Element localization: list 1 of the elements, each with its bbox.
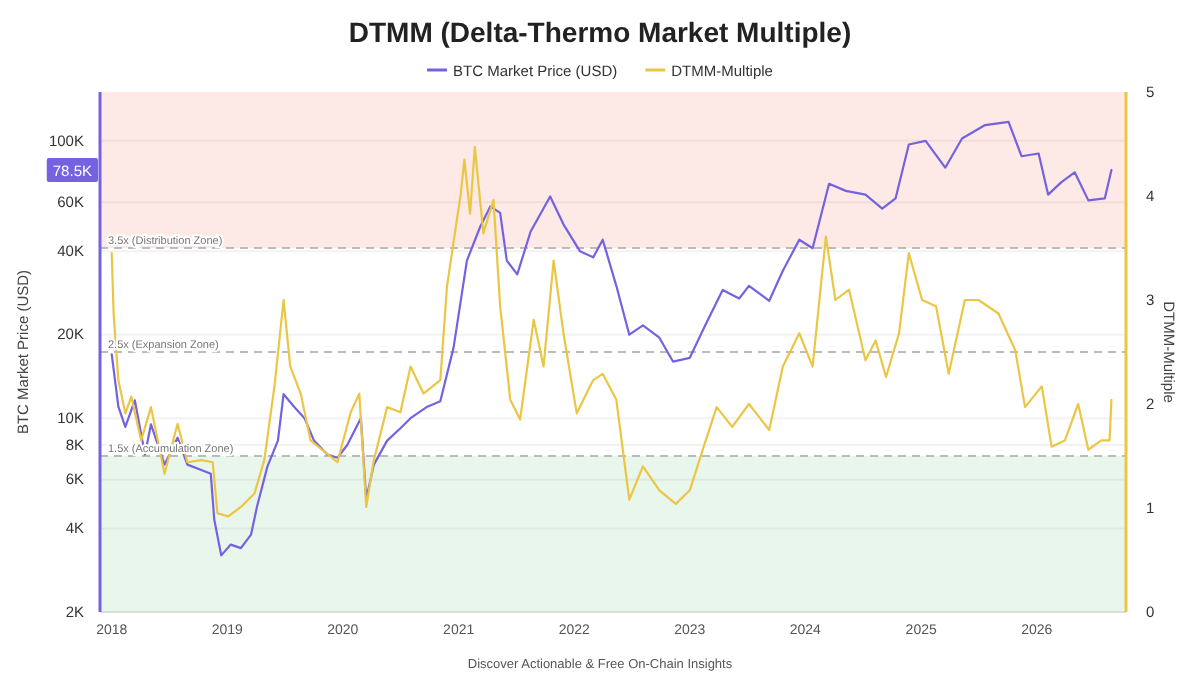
chart-title: DTMM (Delta-Thermo Market Multiple) — [348, 16, 852, 48]
